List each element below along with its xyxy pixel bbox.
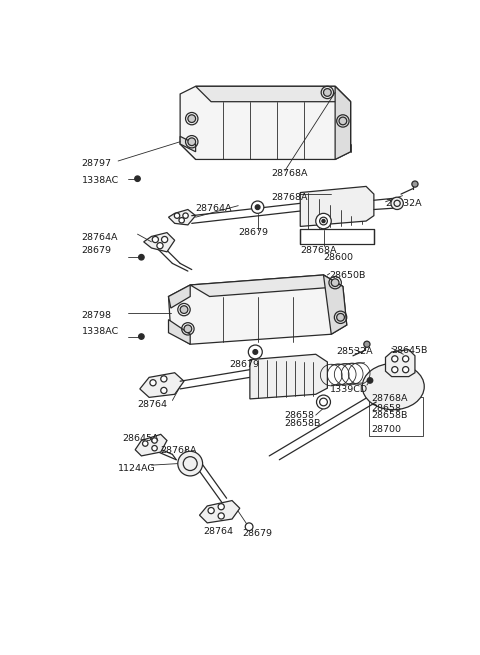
Polygon shape <box>180 86 350 159</box>
Circle shape <box>150 380 156 386</box>
Circle shape <box>208 508 214 514</box>
Text: 28798: 28798 <box>82 311 112 320</box>
Circle shape <box>339 117 347 125</box>
Circle shape <box>248 345 262 359</box>
Text: 28768A: 28768A <box>161 446 197 455</box>
Circle shape <box>218 504 224 510</box>
Circle shape <box>252 201 264 214</box>
Text: 28645A: 28645A <box>122 434 158 443</box>
Circle shape <box>143 441 148 446</box>
Text: 28645B: 28645B <box>392 346 428 355</box>
Polygon shape <box>168 210 196 225</box>
Circle shape <box>161 376 167 382</box>
Circle shape <box>139 334 144 339</box>
Text: 28764A: 28764A <box>82 233 118 242</box>
Text: 1338AC: 1338AC <box>82 176 119 185</box>
Circle shape <box>403 356 409 362</box>
Circle shape <box>403 367 409 373</box>
Circle shape <box>188 138 196 145</box>
Polygon shape <box>168 275 347 345</box>
Text: 28532A: 28532A <box>385 200 422 208</box>
Circle shape <box>316 214 331 229</box>
Text: 28532A: 28532A <box>336 346 372 356</box>
Polygon shape <box>168 320 190 345</box>
Circle shape <box>255 205 260 210</box>
Text: 28679: 28679 <box>238 228 268 237</box>
Polygon shape <box>135 434 167 456</box>
Circle shape <box>183 213 188 218</box>
Circle shape <box>162 236 168 242</box>
Circle shape <box>364 341 370 347</box>
Circle shape <box>178 451 203 476</box>
Polygon shape <box>144 233 175 252</box>
Text: 28768A: 28768A <box>271 193 307 202</box>
Polygon shape <box>324 275 347 334</box>
Circle shape <box>188 115 196 122</box>
Polygon shape <box>200 500 240 523</box>
Text: 28650B: 28650B <box>330 271 366 280</box>
Polygon shape <box>300 187 374 227</box>
Circle shape <box>316 395 330 409</box>
Circle shape <box>218 513 224 519</box>
Text: 28658: 28658 <box>285 411 315 421</box>
Polygon shape <box>168 285 190 308</box>
Text: 28600: 28600 <box>324 253 353 261</box>
Text: 1339CD: 1339CD <box>330 385 368 394</box>
Circle shape <box>391 197 403 210</box>
Circle shape <box>324 88 331 96</box>
Polygon shape <box>190 275 343 297</box>
Circle shape <box>245 523 253 531</box>
Polygon shape <box>335 86 350 159</box>
Circle shape <box>392 356 398 362</box>
Text: 28658B: 28658B <box>372 411 408 421</box>
Text: 1338AC: 1338AC <box>82 327 119 335</box>
Circle shape <box>367 378 372 383</box>
Text: 28658B: 28658B <box>285 419 321 428</box>
Polygon shape <box>180 136 196 152</box>
Text: 28764: 28764 <box>204 527 233 536</box>
Text: 28768A: 28768A <box>372 394 408 403</box>
Circle shape <box>152 236 158 242</box>
Circle shape <box>152 445 157 451</box>
Circle shape <box>184 325 192 333</box>
Text: 1124AG: 1124AG <box>118 464 156 473</box>
Circle shape <box>331 279 339 286</box>
Circle shape <box>392 367 398 373</box>
Circle shape <box>180 306 188 314</box>
Circle shape <box>179 217 184 223</box>
Text: 28768A: 28768A <box>271 170 307 178</box>
Polygon shape <box>385 350 415 377</box>
Circle shape <box>174 213 180 218</box>
Text: 28679: 28679 <box>242 529 272 538</box>
Circle shape <box>336 314 345 321</box>
Polygon shape <box>140 373 184 398</box>
Circle shape <box>412 181 418 187</box>
Text: 28797: 28797 <box>82 159 112 168</box>
Text: 28679: 28679 <box>229 360 259 369</box>
Circle shape <box>322 219 325 223</box>
Polygon shape <box>250 354 327 399</box>
Text: 28764A: 28764A <box>196 204 232 213</box>
Circle shape <box>161 387 167 394</box>
Text: 28768A: 28768A <box>300 246 337 255</box>
Circle shape <box>139 255 144 260</box>
Text: 28700: 28700 <box>372 425 402 434</box>
Circle shape <box>152 438 157 443</box>
Circle shape <box>135 176 140 181</box>
Circle shape <box>157 242 163 249</box>
Text: 28764: 28764 <box>137 400 168 409</box>
Ellipse shape <box>362 364 424 409</box>
Text: 28679: 28679 <box>82 246 112 255</box>
Circle shape <box>253 350 258 354</box>
Polygon shape <box>196 86 350 102</box>
Text: 28658: 28658 <box>372 403 402 413</box>
